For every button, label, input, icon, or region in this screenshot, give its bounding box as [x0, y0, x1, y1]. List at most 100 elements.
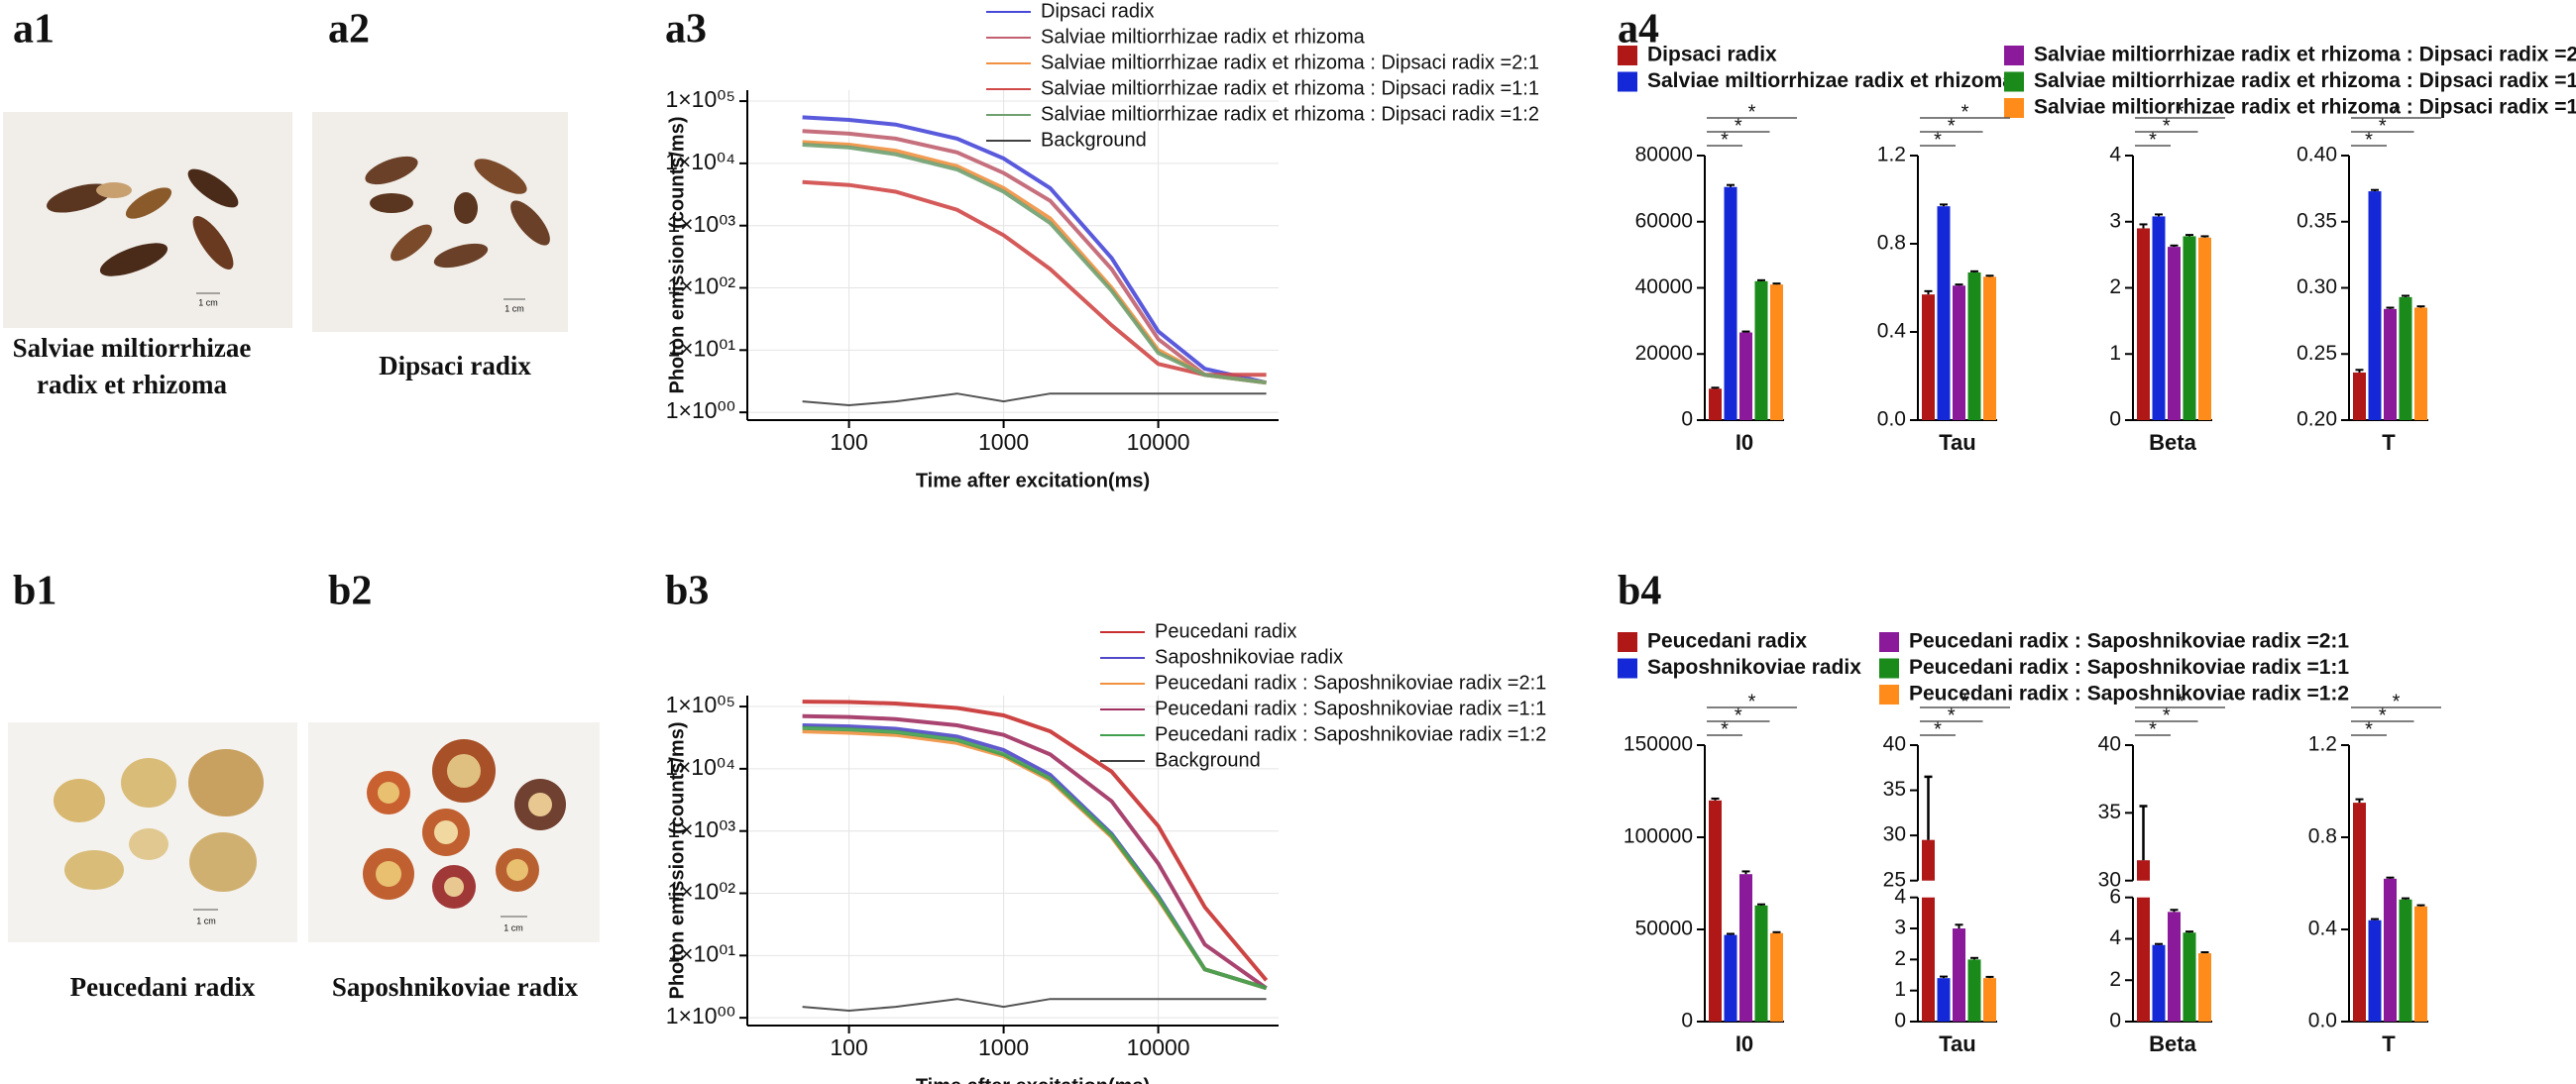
bar: [2353, 803, 2366, 1022]
significance-mark: *: [2393, 101, 2401, 123]
significance-mark: *: [2365, 718, 2373, 740]
y-tick-label: 80000: [1635, 144, 1693, 166]
y-tick-label: 1.2: [2308, 733, 2337, 756]
panel-label: a1: [13, 7, 55, 53]
series-line: [802, 115, 1268, 385]
y-tick-label: 35: [1883, 778, 1906, 801]
y-tick-label: 50000: [1635, 918, 1693, 940]
bar: [1983, 978, 1996, 1022]
y-tick-label: 1×10⁰¹: [667, 940, 735, 966]
panel-label: a4: [1618, 7, 1659, 53]
y-tick-label: 40: [1883, 733, 1906, 756]
bar: [1953, 928, 1965, 1022]
legend-swatch: [2004, 71, 2024, 92]
significance-mark: *: [1934, 129, 1942, 151]
significance-mark: *: [2149, 718, 2157, 740]
bar: [2198, 237, 2211, 420]
legend-label: Peucedani radix : Saposhnikoviae radix =…: [1155, 698, 1546, 719]
significance-mark: *: [1961, 101, 1969, 123]
bar: [1724, 186, 1737, 420]
y-tick-label: 0.4: [1877, 320, 1907, 343]
panel-label: b1: [13, 569, 56, 614]
y-tick-label: 0.20: [2296, 408, 2337, 431]
caption: radix et rhizoma: [37, 370, 227, 399]
y-tick-label: 1×10⁰¹: [667, 335, 735, 361]
y-tick-label: 30: [1883, 823, 1906, 846]
significance-mark: *: [1735, 705, 1742, 726]
bar: [2152, 216, 2166, 420]
y-tick-label: 1×10⁰⁴: [665, 754, 735, 780]
bar: [2399, 899, 2412, 1022]
bar: [2152, 944, 2166, 1022]
significance-mark: *: [2365, 129, 2373, 151]
y-tick-label: 40000: [1635, 275, 1693, 298]
significance-mark: *: [1721, 129, 1729, 151]
y-tick-label: 1: [2109, 342, 2121, 365]
scale-label: 1 cm: [196, 916, 216, 925]
legend-label: Peucedani radix : Saposhnikoviae radix =…: [1909, 656, 2349, 679]
y-tick-label: 0.0: [2308, 1010, 2337, 1032]
significance-mark: *: [1721, 718, 1729, 740]
photo: 1 cm: [312, 112, 568, 332]
legend-swatch: [1618, 46, 1637, 65]
significance-mark: *: [2393, 691, 2401, 712]
y-axis-label: Photon emission (counts/ms): [666, 721, 688, 999]
y-tick-label: 2: [2109, 275, 2121, 298]
legend-label: Saposhnikoviae radix: [1155, 646, 1343, 668]
significance-mark: *: [2177, 101, 2184, 123]
y-tick-label: 0.8: [2308, 825, 2337, 848]
y-tick-label: 3: [1894, 917, 1906, 939]
bar: [2353, 372, 2366, 420]
y-tick-label: 150000: [1624, 733, 1693, 756]
panel-label: b2: [328, 569, 372, 614]
bar: [2368, 191, 2382, 420]
y-tick-label: 0: [1681, 408, 1693, 431]
bar: [1770, 284, 1783, 420]
y-tick-label: 0: [1681, 1010, 1693, 1032]
x-axis-label: T: [2382, 1031, 2396, 1056]
legend-label: Peucedani radix : Saposhnikoviae radix =…: [1909, 630, 2349, 653]
bar: [1937, 206, 1951, 420]
y-tick-label: 4: [2109, 144, 2121, 166]
legend-label: Peucedani radix : Saposhnikoviae radix =…: [1155, 672, 1546, 694]
legend-label: Peucedani radix: [1155, 620, 1296, 642]
significance-mark: *: [2163, 705, 2171, 726]
significance-mark: *: [1961, 691, 1969, 712]
bar: [1953, 285, 1965, 420]
legend-label: Salviae miltiorrhizae radix et rhizoma :…: [1041, 103, 1539, 125]
caption: Dipsaci radix: [379, 351, 531, 380]
significance-mark: *: [1748, 101, 1756, 123]
x-tick-label: 1000: [978, 1034, 1029, 1060]
series-line: [802, 700, 1269, 982]
bar: [2137, 897, 2150, 1022]
legend-swatch: [2004, 98, 2024, 118]
y-tick-label: 0: [1894, 1010, 1906, 1032]
x-tick-label: 10000: [1127, 1034, 1190, 1060]
bar: [2137, 860, 2150, 881]
significance-mark: *: [1948, 115, 1956, 137]
x-axis-label: T: [2382, 430, 2396, 455]
legend-label: Salviae miltiorrhizae radix et rhizoma: [1647, 69, 2014, 92]
legend-label: Dipsaci radix: [1647, 44, 1777, 66]
panel-label: a2: [328, 7, 370, 53]
photo: 1 cm: [308, 722, 600, 942]
significance-mark: *: [2163, 115, 2171, 137]
bar: [2183, 236, 2196, 420]
x-axis-label: Tau: [1939, 430, 1975, 455]
bar: [2368, 920, 2382, 1022]
bar: [1983, 276, 1996, 420]
series-line: [802, 713, 1268, 990]
bar: [2168, 247, 2181, 420]
y-tick-label: 0.40: [2296, 144, 2337, 166]
y-tick-label: 2: [1894, 947, 1906, 970]
caption: Salviae miltiorrhizae: [13, 333, 252, 363]
bar: [2414, 307, 2427, 420]
legend-label: Salviae miltiorrhizae radix et rhizoma: [1041, 26, 1366, 48]
y-tick-label: 1×10⁰⁰: [666, 1003, 735, 1029]
y-tick-label: 0.25: [2296, 342, 2337, 365]
y-tick-label: 3: [2109, 209, 2121, 232]
x-tick-label: 10000: [1127, 429, 1190, 455]
bar: [2384, 878, 2397, 1022]
legend-label: Dipsaci radix: [1041, 0, 1154, 22]
series-line: [802, 998, 1267, 1013]
